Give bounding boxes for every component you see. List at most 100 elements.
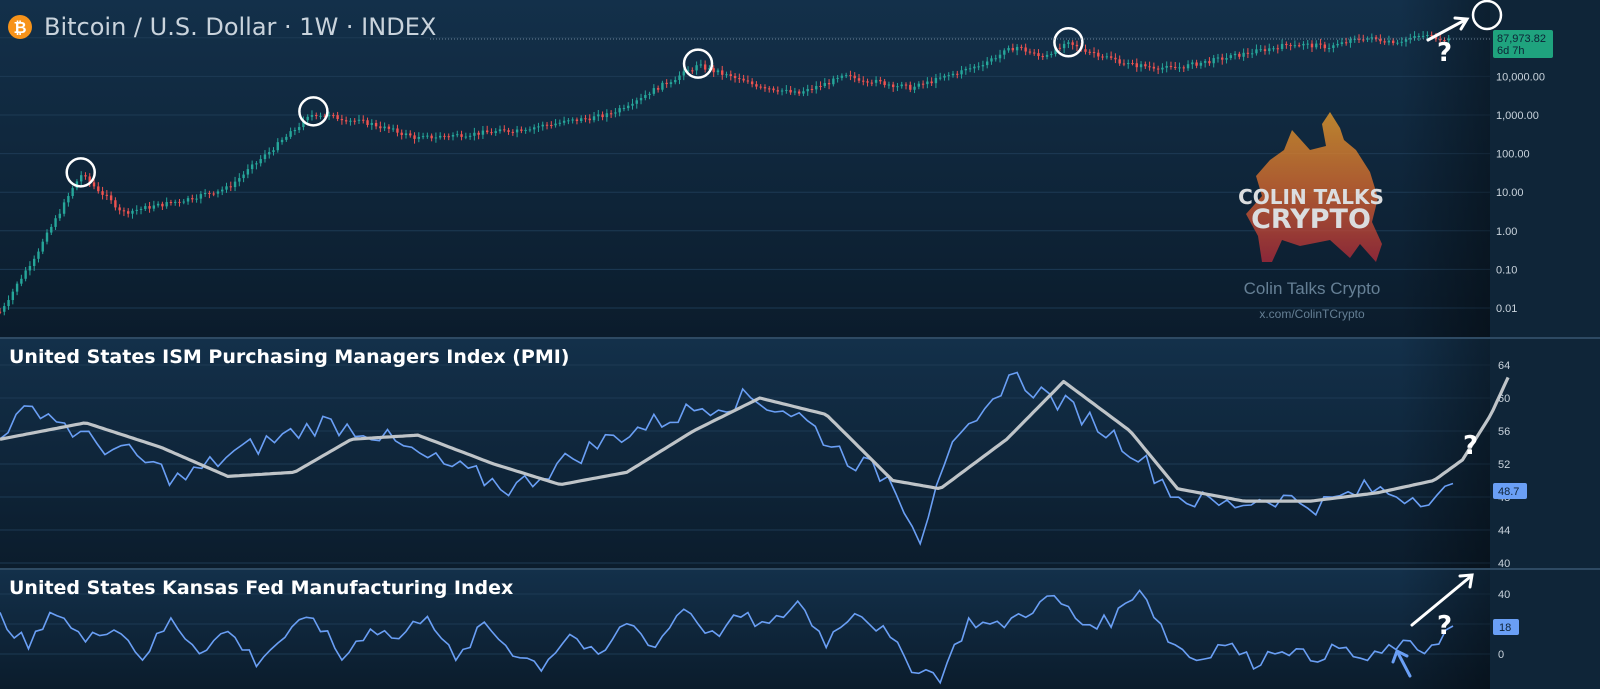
btc-question-mark: ? (1437, 38, 1452, 68)
btc-candle (468, 135, 472, 137)
btc-candle (443, 135, 446, 137)
btc-candle (1302, 43, 1305, 46)
pmi-series-line (0, 371, 1454, 547)
btc-candle (494, 131, 497, 134)
btc-candle (255, 163, 258, 165)
btc-candle (558, 122, 562, 124)
btc-candle (1280, 43, 1284, 49)
btc-candle (481, 130, 485, 135)
btc-candle (477, 132, 480, 135)
btc-candle (1447, 38, 1450, 41)
btc-candle (1344, 42, 1348, 44)
btc-candle (703, 64, 707, 70)
btc-candle (520, 129, 523, 131)
btc-candle (54, 218, 57, 227)
btc-candle (306, 116, 309, 121)
btc-candle (41, 241, 44, 252)
btc-candle (97, 186, 100, 192)
btc-candle (221, 189, 224, 192)
btc-candle (1242, 52, 1245, 57)
btc-candle (695, 65, 698, 71)
pmi-y-tick-label: 40 (1498, 558, 1510, 570)
btc-candle (45, 232, 49, 242)
btc-candle (1216, 57, 1220, 59)
watermark-name: Colin Talks Crypto (1244, 279, 1381, 298)
watermark: COLIN TALKS CRYPTO Colin Talks Crypto x.… (1238, 112, 1384, 321)
btc-candle (772, 88, 775, 91)
btc-candle (550, 124, 553, 126)
pmi-series-group[interactable] (0, 371, 1510, 547)
btc-candle (310, 115, 314, 117)
btc-candle (169, 202, 173, 204)
chart-title[interactable]: Bitcoin / U.S. Dollar · 1W · INDEX (44, 13, 436, 41)
btc-candle (827, 83, 831, 85)
btc-candle (1041, 56, 1044, 58)
projection-annotations (1391, 0, 1503, 678)
btc-candle (1297, 45, 1301, 47)
btc-candle (212, 193, 215, 195)
btc-candle (1229, 55, 1232, 59)
btc-y-tick-label: 0.01 (1496, 303, 1517, 315)
btc-candle (421, 136, 425, 138)
pmi-trend-line (0, 376, 1510, 503)
btc-candle (3, 306, 6, 312)
btc-candle (490, 132, 493, 134)
btc-candle (1003, 50, 1006, 55)
watermark-logo-line2: CRYPTO (1251, 204, 1371, 235)
btc-candle (391, 128, 395, 130)
btc-projection-arrow (1426, 18, 1467, 42)
btc-candle (438, 135, 442, 138)
btc-candle (584, 118, 587, 120)
pmi-last-badge-value: 48.7 (1498, 486, 1519, 498)
btc-candle (1054, 47, 1057, 55)
btc-y-tick-label: 0.10 (1496, 264, 1517, 276)
btc-candle (233, 181, 237, 188)
btc-candle (174, 201, 177, 203)
btc-candle (186, 198, 190, 202)
btc-candle (216, 191, 220, 194)
btc-candle (1084, 49, 1087, 52)
btc-candle (755, 84, 758, 87)
btc-candle (199, 194, 203, 199)
btc-candle (1092, 52, 1096, 54)
btc-candle (1430, 34, 1433, 36)
btc-candle (1404, 39, 1408, 42)
btc-candle (289, 131, 292, 137)
btc-candle (297, 127, 301, 131)
price-badge[interactable]: 87,973.82 6d 7h (1493, 30, 1553, 58)
btc-candle (1195, 62, 1198, 66)
btc-candle (101, 191, 104, 195)
future-shade (1400, 0, 1490, 689)
btc-candle (1221, 57, 1224, 60)
btc-candle (144, 206, 147, 209)
btc-candle (913, 86, 916, 90)
btc-candle (259, 159, 262, 164)
btc-candle (716, 70, 720, 73)
btc-candle (1144, 64, 1147, 67)
btc-candle (571, 119, 574, 121)
btc-candle (374, 122, 378, 127)
btc-candle (1101, 56, 1104, 58)
btc-candle (263, 154, 267, 160)
pmi-last-badge[interactable]: 48.7 (1493, 483, 1527, 499)
btc-candle (357, 119, 361, 121)
kansas-panel-background (0, 570, 1490, 689)
btc-candle (417, 136, 421, 139)
btc-candle (891, 84, 895, 88)
btc-candle (956, 73, 959, 75)
kansas-series-group[interactable] (0, 589, 1454, 685)
kansas-last-badge-value: 18 (1499, 622, 1511, 634)
btc-candle (165, 202, 168, 207)
price-badge-countdown: 6d 7h (1497, 45, 1525, 57)
btc-candle (50, 226, 53, 233)
btc-candle (844, 75, 848, 77)
btc-candle (968, 68, 972, 70)
btc-candle (447, 136, 450, 138)
btc-candle (315, 115, 318, 117)
btc-candle (938, 77, 942, 79)
btc-candle (862, 80, 865, 82)
kansas-last-badge[interactable]: 18 (1493, 619, 1519, 635)
btc-candle (661, 82, 664, 90)
btc-candle (1400, 41, 1403, 43)
